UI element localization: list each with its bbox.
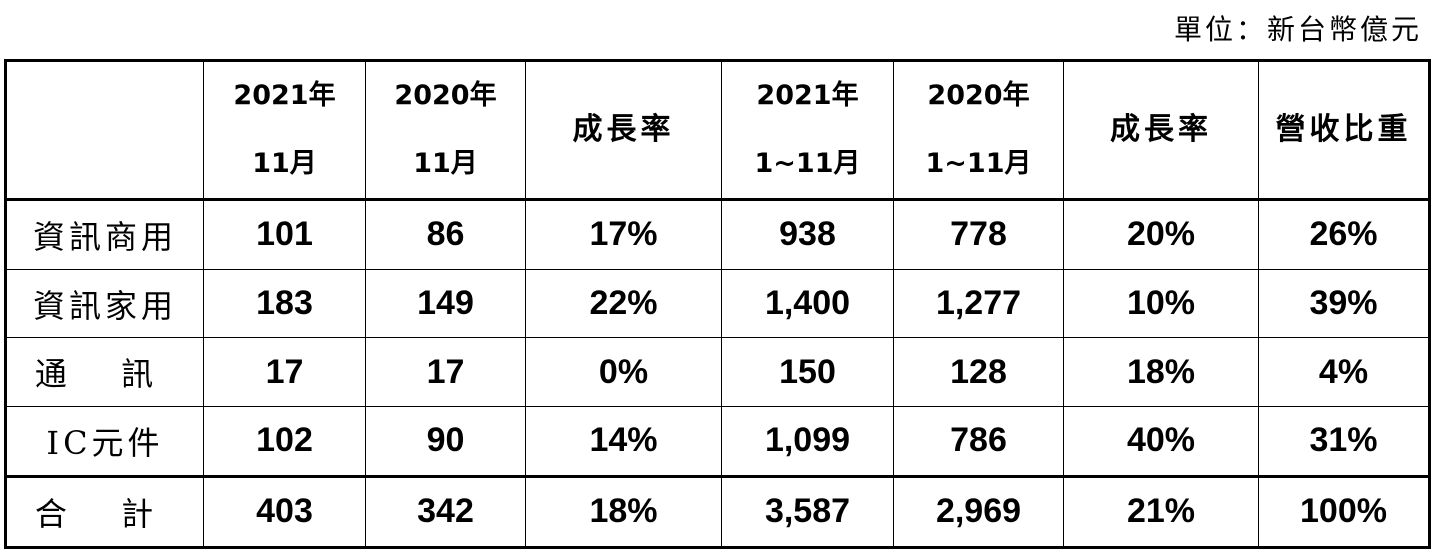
table-cell: 86 xyxy=(365,199,526,270)
row-label: 資訊家用 xyxy=(4,268,204,339)
header-row: 2021年 11月 2020年 11月 成長率 2021年 1~11月 2020… xyxy=(4,59,1431,201)
table-cell: 17% xyxy=(525,199,722,270)
table-cell: 39% xyxy=(1258,268,1431,339)
table-cell: 778 xyxy=(893,199,1064,270)
table-cell: 3,587 xyxy=(721,474,894,550)
table-cell: 100% xyxy=(1258,474,1431,550)
table-cell: 101 xyxy=(203,199,366,270)
table-cell: 1,277 xyxy=(893,268,1064,339)
table-cell: 26% xyxy=(1258,199,1431,270)
table-row: 資訊商用 101 86 17% 938 778 20% 26% xyxy=(4,199,1431,270)
header-line: 2021年 xyxy=(233,80,336,111)
header-corner xyxy=(4,59,204,201)
table-cell: 10% xyxy=(1063,268,1259,339)
table-cell: 1,099 xyxy=(721,405,894,477)
table-row: IC元件 102 90 14% 1,099 786 40% 31% xyxy=(4,405,1431,477)
total-label: 合 計 xyxy=(4,474,204,550)
table-cell: 150 xyxy=(721,337,894,407)
header-2021-ytd: 2021年 1~11月 xyxy=(721,59,894,201)
row-label: 資訊商用 xyxy=(4,199,204,270)
header-revenue-share: 營收比重 xyxy=(1258,59,1431,201)
table-cell: 21% xyxy=(1063,474,1259,550)
table-cell: 786 xyxy=(893,405,1064,477)
header-line: 11月 xyxy=(252,148,317,179)
header-line: 成長率 xyxy=(572,112,675,147)
table-cell: 342 xyxy=(365,474,526,550)
header-growth-ytd: 成長率 xyxy=(1063,59,1259,201)
table-cell: 18% xyxy=(525,474,722,550)
table-cell: 18% xyxy=(1063,337,1259,407)
total-row: 合 計 403 342 18% 3,587 2,969 21% 100% xyxy=(4,474,1431,550)
table-cell: 128 xyxy=(893,337,1064,407)
row-label: 通 訊 xyxy=(4,337,204,407)
header-line: 1~11月 xyxy=(925,148,1032,179)
table-cell: 40% xyxy=(1063,405,1259,477)
table-cell: 1,400 xyxy=(721,268,894,339)
table-cell: 183 xyxy=(203,268,366,339)
row-label: IC元件 xyxy=(4,405,204,477)
table-cell: 17 xyxy=(365,337,526,407)
header-line: 1~11月 xyxy=(754,148,861,179)
header-growth-monthly: 成長率 xyxy=(525,59,722,201)
table-cell: 20% xyxy=(1063,199,1259,270)
header-line: 2020年 xyxy=(927,80,1030,111)
table-cell: 22% xyxy=(525,268,722,339)
table-row: 通 訊 17 17 0% 150 128 18% 4% xyxy=(4,337,1431,407)
table-cell: 14% xyxy=(525,405,722,477)
table-cell: 90 xyxy=(365,405,526,477)
header-line: 營收比重 xyxy=(1275,112,1412,147)
header-line: 成長率 xyxy=(1110,112,1212,147)
table-cell: 17 xyxy=(203,337,366,407)
table-row: 資訊家用 183 149 22% 1,400 1,277 10% 39% xyxy=(4,268,1431,339)
table-cell: 31% xyxy=(1258,405,1431,477)
unit-note: 單位：新台幣億元 xyxy=(1173,13,1422,46)
table-cell: 4% xyxy=(1258,337,1431,407)
header-line: 2021年 xyxy=(756,80,859,111)
table-cell: 2,969 xyxy=(893,474,1064,550)
header-line: 11月 xyxy=(413,148,478,179)
header-2021-nov: 2021年 11月 xyxy=(203,59,366,201)
table-cell: 149 xyxy=(365,268,526,339)
header-2020-ytd: 2020年 1~11月 xyxy=(893,59,1064,201)
table-cell: 0% xyxy=(525,337,722,407)
table-cell: 102 xyxy=(203,405,366,477)
revenue-table: 2021年 11月 2020年 11月 成長率 2021年 1~11月 2020… xyxy=(4,59,1431,550)
header-line: 2020年 xyxy=(394,80,497,111)
table-cell: 938 xyxy=(721,199,894,270)
header-2020-nov: 2020年 11月 xyxy=(365,59,526,201)
table-cell: 403 xyxy=(203,474,366,550)
